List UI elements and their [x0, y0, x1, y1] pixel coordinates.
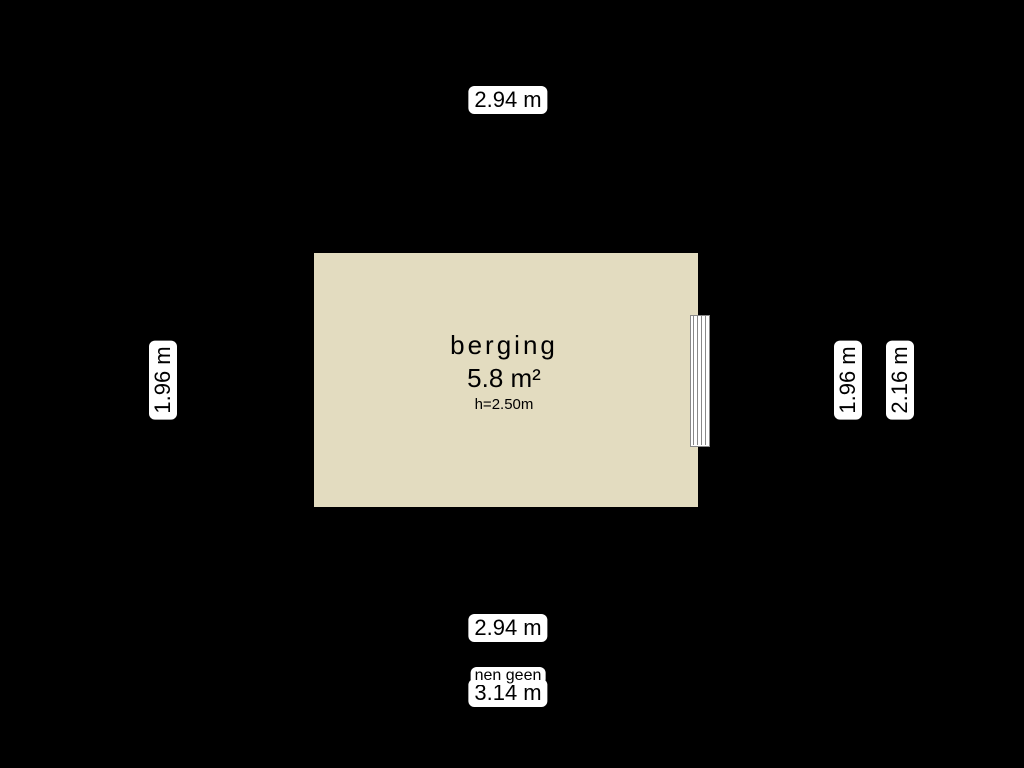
footer-text: nen geen — [471, 667, 546, 685]
dimension-right-height: 1.96 m — [834, 340, 862, 419]
dimension-left-height: 1.96 m — [149, 340, 177, 419]
room-label: berging 5.8 m² h=2.50m — [414, 330, 594, 413]
tick: · — [553, 86, 560, 112]
door — [690, 315, 708, 445]
tick: · — [453, 86, 460, 112]
door-line-4 — [705, 315, 706, 445]
dimension-bottom-width: 2.94 m — [468, 614, 547, 642]
door-line-1 — [693, 315, 694, 445]
dimension-top-width: 2.94 m — [468, 86, 547, 114]
door-line-2 — [697, 315, 698, 445]
tick: · — [553, 614, 560, 640]
room-height: h=2.50m — [414, 396, 594, 413]
room-area: 5.8 m² — [414, 363, 594, 394]
dimension-right-outer: 2.16 m — [886, 340, 914, 419]
floorplan-canvas: { "background_color": "#000000", "canvas… — [0, 0, 1024, 768]
door-line-3 — [701, 315, 702, 445]
room-name: berging — [414, 330, 594, 361]
tick: · — [453, 614, 460, 640]
